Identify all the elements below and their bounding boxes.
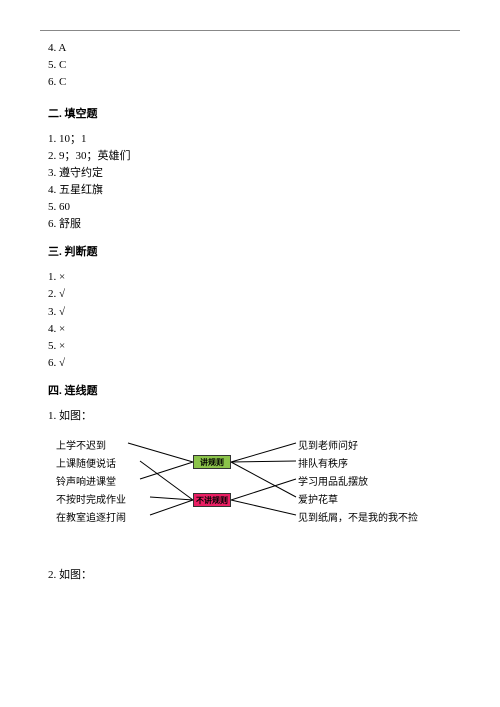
judge-answers-block: 1. × 2. √ 3. √ 4. × 5. × 6. √ <box>48 269 452 371</box>
mc-answer-4: 4 <box>48 42 54 54</box>
section-heading-match: 四. 连线题 <box>48 382 452 398</box>
judge-answer-row: 2. √ <box>48 286 452 303</box>
match-left-4: 不按时完成作业 <box>56 491 126 506</box>
mc-answer-6: 6 <box>48 76 54 88</box>
match-1-intro: 1. 如图： <box>48 408 452 426</box>
judge-answer-row: 3. √ <box>48 304 452 321</box>
judge-answer-row: 6. √ <box>48 355 452 372</box>
section-heading-fill: 二. 填空题 <box>48 105 452 121</box>
fill-answer-row: 1. 10；1 <box>48 131 452 148</box>
mc-answer-row: 6. C <box>48 74 452 91</box>
match-left-3: 铃声响进课堂 <box>56 473 116 488</box>
fill-answers-block: 1. 10；1 2. 9；30；英雄们 3. 遵守约定 4. 五星红旗 5. 6… <box>48 131 452 233</box>
match-right-1: 见到老师问好 <box>298 437 358 452</box>
match-left-5: 在教室追逐打闹 <box>56 509 126 524</box>
judge-answer-row: 5. × <box>48 338 452 355</box>
fill-answer-row: 2. 9；30；英雄们 <box>48 148 452 165</box>
match-right-4: 爱护花草 <box>298 491 338 506</box>
judge-answer-row: 4. × <box>48 321 452 338</box>
fill-answer-row: 3. 遵守约定 <box>48 165 452 182</box>
match-right-2: 排队有秩序 <box>298 455 348 470</box>
match-2-intro: 2. 如图： <box>48 567 452 585</box>
mc-answer-row: 4. A <box>48 40 452 57</box>
page-top-rule <box>40 30 460 31</box>
match-right-3: 学习用品乱摆放 <box>298 473 368 488</box>
fill-answer-row: 4. 五星红旗 <box>48 182 452 199</box>
mc-answer-row: 5. C <box>48 57 452 74</box>
section-heading-judge: 三. 判断题 <box>48 243 452 259</box>
fill-answer-row: 6. 舒服 <box>48 216 452 233</box>
mc-answer-5: 5 <box>48 59 54 71</box>
mc-answers-block: 4. A 5. C 6. C <box>48 40 452 91</box>
match-box-no-rules: 不讲规则 <box>193 493 231 507</box>
fill-answer-row: 5. 60 <box>48 199 452 216</box>
match-diagram-1: 上学不迟到 上课随便说话 铃声响进课堂 不按时完成作业 在教室追逐打闹 讲规则 … <box>48 435 448 545</box>
match-lines-svg <box>48 435 448 545</box>
match-right-5: 见到纸屑，不是我的我不捡 <box>298 509 418 524</box>
match-left-2: 上课随便说话 <box>56 455 116 470</box>
match-left-1: 上学不迟到 <box>56 437 106 452</box>
match-box-rules: 讲规则 <box>193 455 231 469</box>
judge-answer-row: 1. × <box>48 269 452 286</box>
